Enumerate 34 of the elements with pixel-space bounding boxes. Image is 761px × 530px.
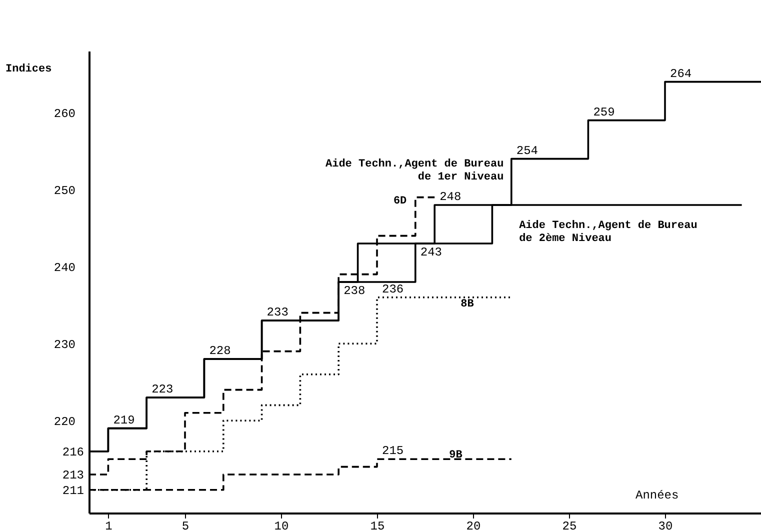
data-label: 213 [62, 468, 84, 482]
data-label: 243 [420, 246, 442, 260]
data-label: 223 [152, 382, 174, 396]
data-label: 236 [382, 282, 404, 296]
data-label: 238 [344, 284, 366, 298]
y-tick-label: 240 [54, 261, 76, 276]
y-axis-title: Indices [6, 64, 52, 76]
series-label: Aide Techn.,Agent de Bureau de 1er Niveau [325, 158, 504, 184]
x-tick-label: 1 [105, 520, 112, 530]
x-tick-label: 10 [274, 520, 289, 530]
data-label: 248 [440, 190, 462, 204]
x-tick-label: 20 [466, 520, 481, 530]
y-tick-label: 220 [54, 415, 76, 430]
x-axis-title: Années [636, 488, 679, 502]
data-label: 219 [113, 413, 135, 428]
data-label: 211 [62, 484, 84, 498]
data-label: 259 [593, 105, 615, 120]
data-label: 264 [670, 66, 692, 81]
y-tick-label: 260 [54, 107, 76, 122]
series-label: Aide Techn.,Agent de Bureau de 2ème Niveau [519, 220, 698, 246]
data-label: 228 [209, 344, 231, 358]
x-tick-label: 5 [182, 520, 190, 530]
series-label: 9B [449, 449, 463, 462]
x-tick-label: 25 [562, 520, 577, 530]
data-label: 216 [62, 445, 84, 460]
series-label: 6D [393, 195, 408, 208]
y-tick-label: 230 [54, 338, 76, 352]
series-label: 8B [460, 298, 474, 311]
data-label: 233 [266, 306, 288, 320]
x-tick-label: 15 [370, 520, 385, 530]
data-label: 254 [516, 144, 538, 158]
y-tick-label: 250 [54, 184, 76, 198]
data-label: 215 [382, 444, 404, 458]
x-tick-label: 30 [658, 520, 673, 530]
